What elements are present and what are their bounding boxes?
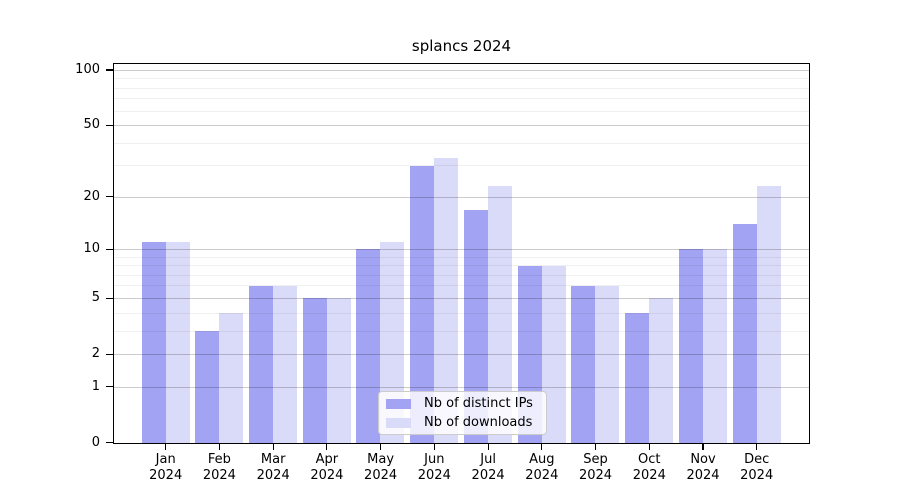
major-gridline [114, 248, 809, 250]
major-gridline [114, 125, 809, 126]
bar-downloads-mar [273, 285, 297, 443]
y-tick-label: 2 [91, 346, 100, 362]
minor-gridline [114, 256, 809, 258]
y-tick-mark [106, 297, 113, 299]
bar-downloads-jan [165, 242, 190, 443]
bar-ips-mar [249, 285, 273, 443]
x-tick-mark [433, 444, 435, 450]
x-tick-mark [541, 444, 543, 450]
y-tick-mark [106, 196, 113, 198]
bar-downloads-nov [702, 249, 727, 443]
y-tick-label: 0 [91, 434, 100, 450]
y-tick-label: 10 [83, 241, 100, 257]
x-tick-mark [272, 444, 274, 450]
legend-swatch-distinct-ips [386, 398, 411, 409]
x-tick-label: Nov 2024 [686, 452, 720, 483]
x-tick-label: Aug 2024 [525, 452, 559, 483]
x-tick-mark [648, 444, 650, 450]
y-tick-label: 5 [91, 290, 100, 306]
x-tick-mark [756, 444, 758, 450]
bar-ips-may [356, 249, 381, 443]
y-tick-mark [106, 248, 113, 250]
bar-downloads-apr [326, 298, 351, 443]
minor-gridline [114, 98, 809, 100]
minor-gridline [114, 110, 809, 112]
x-tick-label: Sep 2024 [578, 452, 613, 483]
x-tick-label: Oct 2024 [632, 452, 666, 483]
bar-downloads-dec [756, 186, 781, 443]
minor-gridline [114, 265, 809, 267]
x-tick-mark [165, 444, 167, 450]
x-tick-mark [326, 444, 328, 450]
x-tick-label: Apr 2024 [310, 452, 344, 483]
y-tick-mark [106, 353, 113, 355]
legend-item-distinct-ips: Nb of distinct IPs [386, 396, 546, 411]
y-tick-mark [106, 124, 113, 126]
x-tick-mark [594, 444, 597, 450]
minor-gridline [114, 274, 809, 276]
y-tick-mark [106, 69, 113, 71]
minor-gridline [114, 87, 809, 89]
x-tick-mark [218, 444, 220, 450]
legend: Nb of distinct IPs Nb of downloads [378, 391, 547, 435]
x-tick-label: Jan 2024 [149, 452, 183, 483]
bar-ips-jan [141, 242, 166, 443]
bar-ips-sep [571, 285, 596, 443]
y-tick-label: 100 [75, 62, 100, 77]
legend-swatch-downloads [386, 417, 411, 428]
major-gridline [114, 297, 809, 299]
minor-gridline [114, 78, 809, 80]
x-tick-mark [702, 444, 704, 450]
bar-downloads-oct [649, 298, 674, 443]
minor-gridline [114, 142, 809, 144]
bar-downloads-sep [595, 285, 620, 443]
bar-ips-feb [195, 331, 220, 443]
y-tick-mark [106, 442, 113, 444]
major-gridline [114, 69, 809, 71]
legend-label-downloads: Nb of downloads [424, 415, 533, 430]
legend-label-distinct-ips: Nb of distinct IPs [424, 396, 533, 411]
x-tick-label: May 2024 [364, 452, 398, 483]
bar-downloads-feb [219, 313, 244, 443]
major-gridline [114, 353, 809, 355]
minor-gridline [114, 285, 809, 287]
bar-ips-oct [625, 313, 650, 443]
major-gridline [114, 386, 809, 388]
y-tick-label: 1 [91, 378, 100, 394]
minor-gridline [114, 312, 809, 314]
y-tick-label: 20 [83, 188, 100, 204]
x-tick-mark [487, 444, 489, 450]
x-tick-label: Feb 2024 [202, 452, 236, 483]
plot-area [113, 63, 810, 444]
legend-item-downloads: Nb of downloads [386, 415, 546, 430]
x-tick-label: Dec 2024 [740, 452, 774, 483]
bar-ips-nov [678, 249, 703, 443]
x-tick-label: Jun 2024 [417, 452, 451, 483]
major-gridline [114, 196, 809, 198]
x-tick-label: Mar 2024 [256, 452, 290, 483]
x-tick-mark [380, 444, 382, 450]
bar-ips-apr [302, 298, 327, 443]
y-tick-mark [106, 386, 113, 388]
minor-gridline [114, 165, 809, 167]
chart-title: splancs 2024 [411, 37, 512, 55]
bar-ips-dec [732, 224, 757, 443]
y-tick-label: 50 [83, 117, 100, 133]
x-tick-label: Jul 2024 [471, 452, 505, 483]
minor-gridline [114, 330, 809, 332]
